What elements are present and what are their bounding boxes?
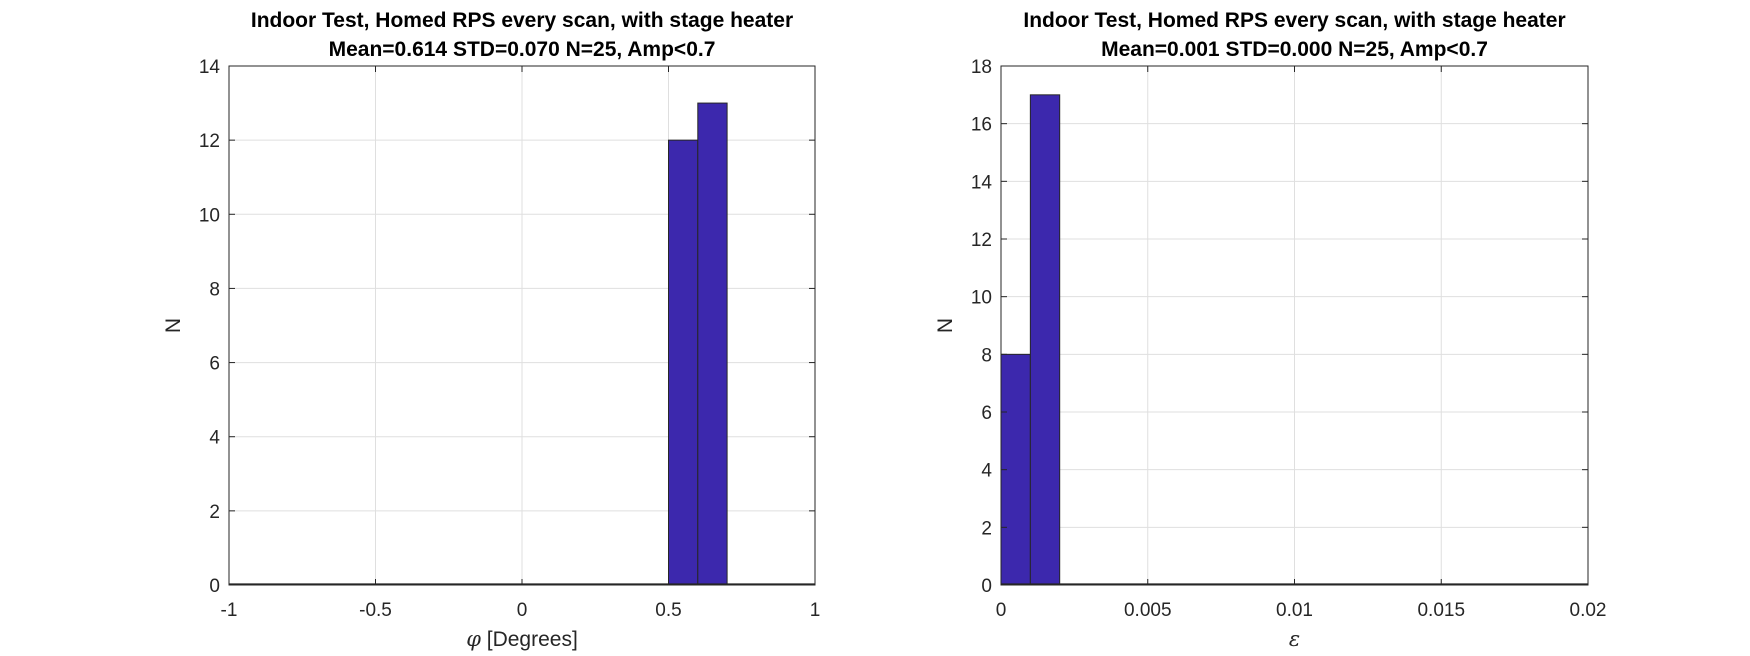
y-tick-label: 10 xyxy=(971,288,992,309)
y-tick-label: 8 xyxy=(209,279,220,300)
y-tick-label: 6 xyxy=(981,403,992,424)
y-tick-label: 12 xyxy=(199,131,220,152)
chart-title: Indoor Test, Homed RPS every scan, with … xyxy=(1023,9,1565,32)
y-tick-label: 10 xyxy=(199,205,220,226)
x-tick-label: 0.02 xyxy=(1570,600,1607,621)
histogram-bar xyxy=(1029,94,1061,586)
y-tick-label: 2 xyxy=(209,502,220,523)
x-tick-label: -0.5 xyxy=(359,600,392,621)
y-tick-label: 4 xyxy=(981,461,992,482)
y-tick-label: 2 xyxy=(981,518,992,539)
y-tick-label: 6 xyxy=(209,354,220,375)
y-tick-label: 16 xyxy=(971,115,992,136)
chart-subtitle: Mean=0.614 STD=0.070 N=25, Amp<0.7 xyxy=(329,38,716,61)
y-axis-label: N xyxy=(934,318,957,333)
x-tick-label: 0 xyxy=(517,600,528,621)
histogram-bar xyxy=(697,102,728,586)
x-axis-label-symbol: φ xyxy=(466,627,481,651)
chart-subtitle: Mean=0.001 STD=0.000 N=25, Amp<0.7 xyxy=(1101,38,1488,61)
y-tick-label: 4 xyxy=(209,428,220,449)
x-axis-label: φ [Degrees] xyxy=(466,627,578,651)
y-tick-label: 12 xyxy=(971,230,992,251)
x-tick-label: 0.005 xyxy=(1124,600,1172,621)
y-tick-label: 8 xyxy=(981,345,992,366)
y-tick-label: 0 xyxy=(981,576,992,597)
x-tick-label: 1 xyxy=(810,600,821,621)
y-tick-label: 18 xyxy=(971,57,992,78)
x-tick-label: 0.015 xyxy=(1417,600,1465,621)
x-axis-label-text: [Degrees] xyxy=(481,628,578,651)
x-tick-label: 0 xyxy=(996,600,1007,621)
x-axis-label: ε xyxy=(1289,627,1300,651)
y-tick-label: 14 xyxy=(971,172,993,193)
x-tick-label: -1 xyxy=(221,600,238,621)
y-tick-label: 0 xyxy=(209,576,220,597)
x-tick-label: 0.5 xyxy=(655,600,681,621)
x-tick-label: 0.01 xyxy=(1276,600,1313,621)
y-axis-label: N xyxy=(162,318,185,333)
y-tick-label: 14 xyxy=(199,57,221,78)
chart-2: 0 0.005 0.01 0.015 0.02 0 2 4 6 8 10 12 14 16 18 Indoor… xyxy=(934,9,1606,651)
x-axis-label-symbol: ε xyxy=(1289,627,1300,651)
chart-title: Indoor Test, Homed RPS every scan, with … xyxy=(251,9,793,32)
histogram-bar xyxy=(668,139,699,586)
